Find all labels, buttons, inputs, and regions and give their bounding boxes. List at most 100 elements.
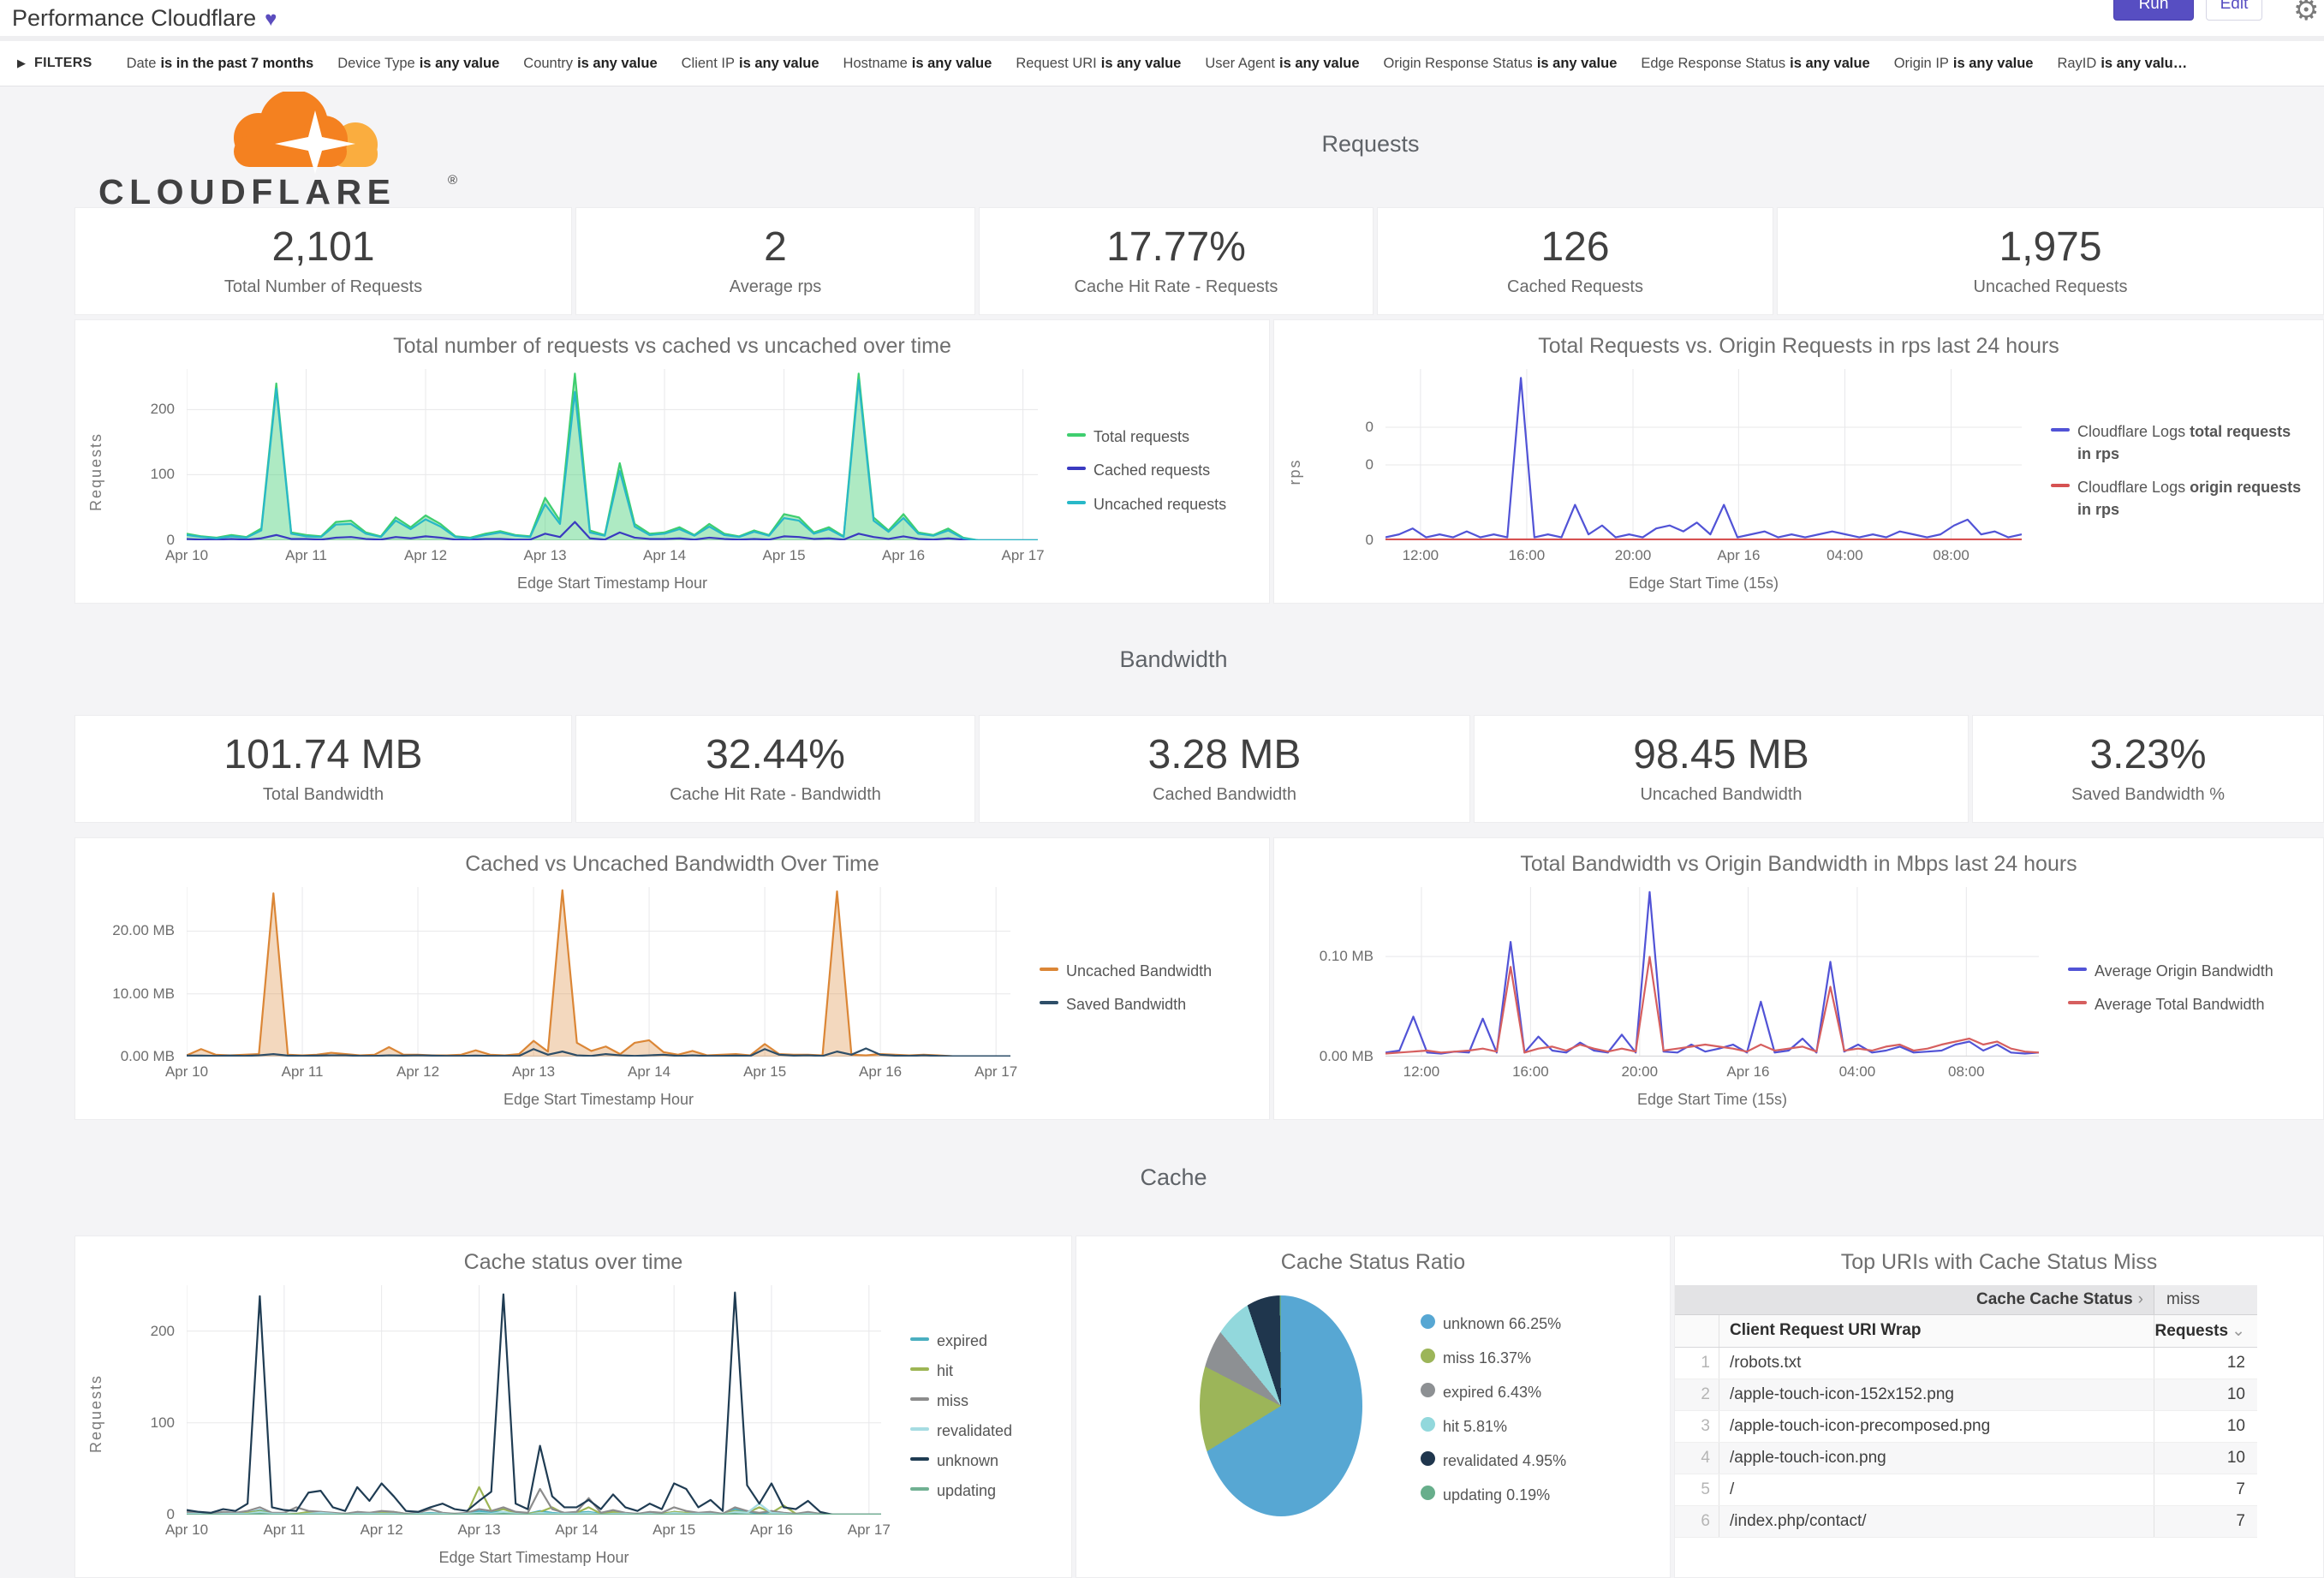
legend-swatch [2051, 427, 2070, 432]
gear-icon[interactable]: ⚙ [2293, 0, 2320, 27]
uri-header-cell[interactable]: Client Request URI Wrap [1719, 1315, 2154, 1347]
filter-item-origin-response-status[interactable]: Origin Response Status is any value [1383, 55, 1618, 71]
table-row[interactable]: 5/7 [1675, 1474, 2257, 1506]
legend-origin-requests-rps[interactable]: Cloudflare Logs origin requests in rps [2051, 476, 2308, 521]
chart-title: Cache Status Ratio [1280, 1250, 1466, 1274]
dashboard-content: CLOUDFLARE ® Requests 2,101 Total Number … [0, 86, 2324, 1578]
kpi-total-bandwidth: 101.74 MB Total Bandwidth [74, 715, 572, 823]
legend-expired[interactable]: expired [910, 1330, 1056, 1352]
brand-row: CLOUDFLARE ® Requests [74, 86, 2324, 210]
section-title-requests: Requests [1321, 131, 1420, 157]
filters-caret-icon[interactable]: ▶ [17, 57, 26, 69]
top-bar: Performance Cloudflare ♥ Run Edit ⚙ [0, 0, 2324, 41]
filter-item-date[interactable]: Date is in the past 7 months [126, 55, 314, 71]
kpi-uncached-bandwidth: 98.45 MB Uncached Bandwidth [1474, 715, 1969, 823]
legend-saved-bandwidth[interactable]: Saved Bandwidth [1040, 993, 1254, 1015]
cache-status-pie [1200, 1295, 1362, 1516]
legend-pie-revalidated[interactable]: revalidated 4.95% [1421, 1450, 1566, 1472]
cache-status-plot: 200 100 0 Apr 10 Apr 11 Apr 12 Apr 13 Apr 14 Apr… [151, 1285, 891, 1538]
kpi-uncached-requests: 1,975 Uncached Requests [1777, 207, 2324, 315]
legend-unknown[interactable]: unknown [910, 1450, 1056, 1472]
table-row[interactable]: 3/apple-touch-icon-precomposed.png 10 [1675, 1411, 2257, 1443]
pivot-chevron-icon: › [2137, 1290, 2143, 1308]
pivot-header-cell[interactable]: Cache Cache Status › [1675, 1285, 2154, 1314]
bandwidth-24h-plot: 0.10 MB 0.00 MB 12:00 16:00 20:00 Apr 16 04:00… [1320, 887, 2039, 1080]
chart-legend: Average Origin Bandwidth Average Total B… [2039, 882, 2323, 1119]
legend-uncached-bandwidth[interactable]: Uncached Bandwidth [1040, 960, 1254, 982]
filter-item-device-type[interactable]: Device Type is any value [337, 55, 500, 71]
legend-swatch [910, 1487, 929, 1492]
legend-hit[interactable]: hit [910, 1360, 1056, 1382]
x-axis-label: Edge Start Timestamp Hour [503, 1091, 694, 1108]
legend-swatch [1040, 967, 1058, 971]
bandwidth-over-time-chart: Cached vs Uncached Bandwidth Over Time 2… [74, 837, 1270, 1120]
legend-swatch [1067, 467, 1086, 471]
bandwidth-kpi-row: 101.74 MB Total Bandwidth 32.44% Cache Hit… [74, 715, 2324, 823]
legend-dot [1421, 1383, 1435, 1398]
filter-item-hostname[interactable]: Hostname is any value [843, 55, 992, 71]
legend-average-total-bandwidth[interactable]: Average Total Bandwidth [2068, 993, 2308, 1015]
legend-pie-unknown[interactable]: unknown 66.25% [1421, 1313, 1566, 1335]
legend-pie-miss[interactable]: miss 16.37% [1421, 1347, 1566, 1369]
filter-item-user-agent[interactable]: User Agent is any value [1205, 55, 1360, 71]
cloudflare-cloud-icon [234, 92, 378, 174]
table-row[interactable]: 4/apple-touch-icon.png 10 [1675, 1443, 2257, 1474]
bandwidth-chart-row: Cached vs Uncached Bandwidth Over Time 2… [74, 837, 2324, 1120]
requests-header-cell[interactable]: Requests ⌄ [2154, 1322, 2245, 1340]
legend-total-requests-rps[interactable]: Cloudflare Logs total requests in rps [2051, 420, 2308, 465]
cache-status-over-time-chart: Cache status over time Requests 200 100 0 A… [74, 1236, 1072, 1578]
kpi-average-rps: 2 Average rps [575, 207, 975, 315]
top-uris-table-card: Top URIs with Cache Status Miss Cache Ca… [1674, 1236, 2324, 1578]
svg-text:®: ® [448, 173, 457, 188]
legend-uncached-requests[interactable]: Uncached requests [1067, 493, 1254, 515]
legend-miss[interactable]: miss [910, 1390, 1056, 1412]
legend-cached-requests[interactable]: Cached requests [1067, 459, 1254, 481]
table-row[interactable]: 1/robots.txt 12 [1675, 1348, 2257, 1379]
legend-swatch [910, 1457, 929, 1462]
legend-revalidated[interactable]: revalidated [910, 1420, 1056, 1442]
filter-item-edge-response-status[interactable]: Edge Response Status is any value [1641, 55, 1870, 71]
filters-label[interactable]: FILTERS [34, 56, 92, 70]
cache-row: Cache status over time Requests 200 100 0 A… [74, 1236, 2324, 1578]
legend-pie-expired[interactable]: expired 6.43% [1421, 1381, 1566, 1403]
chart-title: Total Bandwidth vs Origin Bandwidth in M… [1520, 852, 2077, 876]
legend-updating[interactable]: updating [910, 1480, 1056, 1502]
section-title-cache: Cache [1140, 1164, 1207, 1190]
pivot-value-cell: miss [2154, 1285, 2257, 1314]
filter-item-country[interactable]: Country is any value [523, 55, 658, 71]
chart-legend: Uncached Bandwidth Saved Bandwidth [1010, 882, 1269, 1119]
legend-swatch [2051, 484, 2070, 487]
rps-24h-plot: 0 0 0 12:00 16:00 20:00 Apr 16 04:00 08:00 [1366, 369, 2022, 563]
top-uris-table: Cache Cache Status › miss Client Request … [1675, 1285, 2257, 1538]
edit-button[interactable]: Edit [2206, 0, 2262, 21]
table-row[interactable]: 6/index.php/contact/7 [1675, 1506, 2257, 1538]
cloudflare-wordmark: CLOUDFLARE [98, 172, 396, 210]
pivot-header-row: Cache Cache Status › miss [1675, 1285, 2257, 1315]
filter-item-request-uri[interactable]: Request URI is any value [1016, 55, 1182, 71]
cache-header-row: Cache [74, 1120, 2324, 1236]
x-axis-label: Edge Start Time (15s) [1636, 1091, 1788, 1108]
legend-pie-updating[interactable]: updating 0.19% [1421, 1484, 1566, 1506]
filter-item-origin-ip[interactable]: Origin IP is any value [1893, 55, 2034, 71]
legend-dot [1421, 1314, 1435, 1329]
x-axis-label: Edge Start Time (15s) [1628, 575, 1779, 592]
legend-pie-hit[interactable]: hit 5.81% [1421, 1415, 1566, 1438]
legend-swatch [2068, 1001, 2087, 1004]
dashboard-title: Performance Cloudflare ♥ [12, 5, 277, 31]
filter-item-rayid[interactable]: RayID is any valu… [2057, 55, 2188, 71]
table-row[interactable]: 2/apple-touch-icon-152x152.png 10 [1675, 1379, 2257, 1411]
kpi-cache-hit-rate-requests: 17.77% Cache Hit Rate - Requests [979, 207, 1374, 315]
table-title: Top URIs with Cache Status Miss [1840, 1250, 2158, 1274]
legend-swatch [910, 1337, 929, 1341]
cache-status-ratio-chart: Cache Status Ratio unknown 66.25% miss 1… [1076, 1236, 1671, 1578]
section-title-bandwidth: Bandwidth [1119, 646, 1228, 672]
legend-total-requests[interactable]: Total requests [1067, 426, 1254, 448]
legend-dot [1421, 1349, 1435, 1364]
kpi-cached-requests: 126 Cached Requests [1377, 207, 1773, 315]
legend-average-origin-bandwidth[interactable]: Average Origin Bandwidth [2068, 960, 2308, 982]
filter-item-client-ip[interactable]: Client IP is any value [681, 55, 819, 71]
run-button[interactable]: Run [2113, 0, 2194, 21]
svg-text:CLOUDFLARE: CLOUDFLARE [98, 172, 396, 210]
rps-24h-chart: Total Requests vs. Origin Requests in rp… [1273, 319, 2324, 604]
